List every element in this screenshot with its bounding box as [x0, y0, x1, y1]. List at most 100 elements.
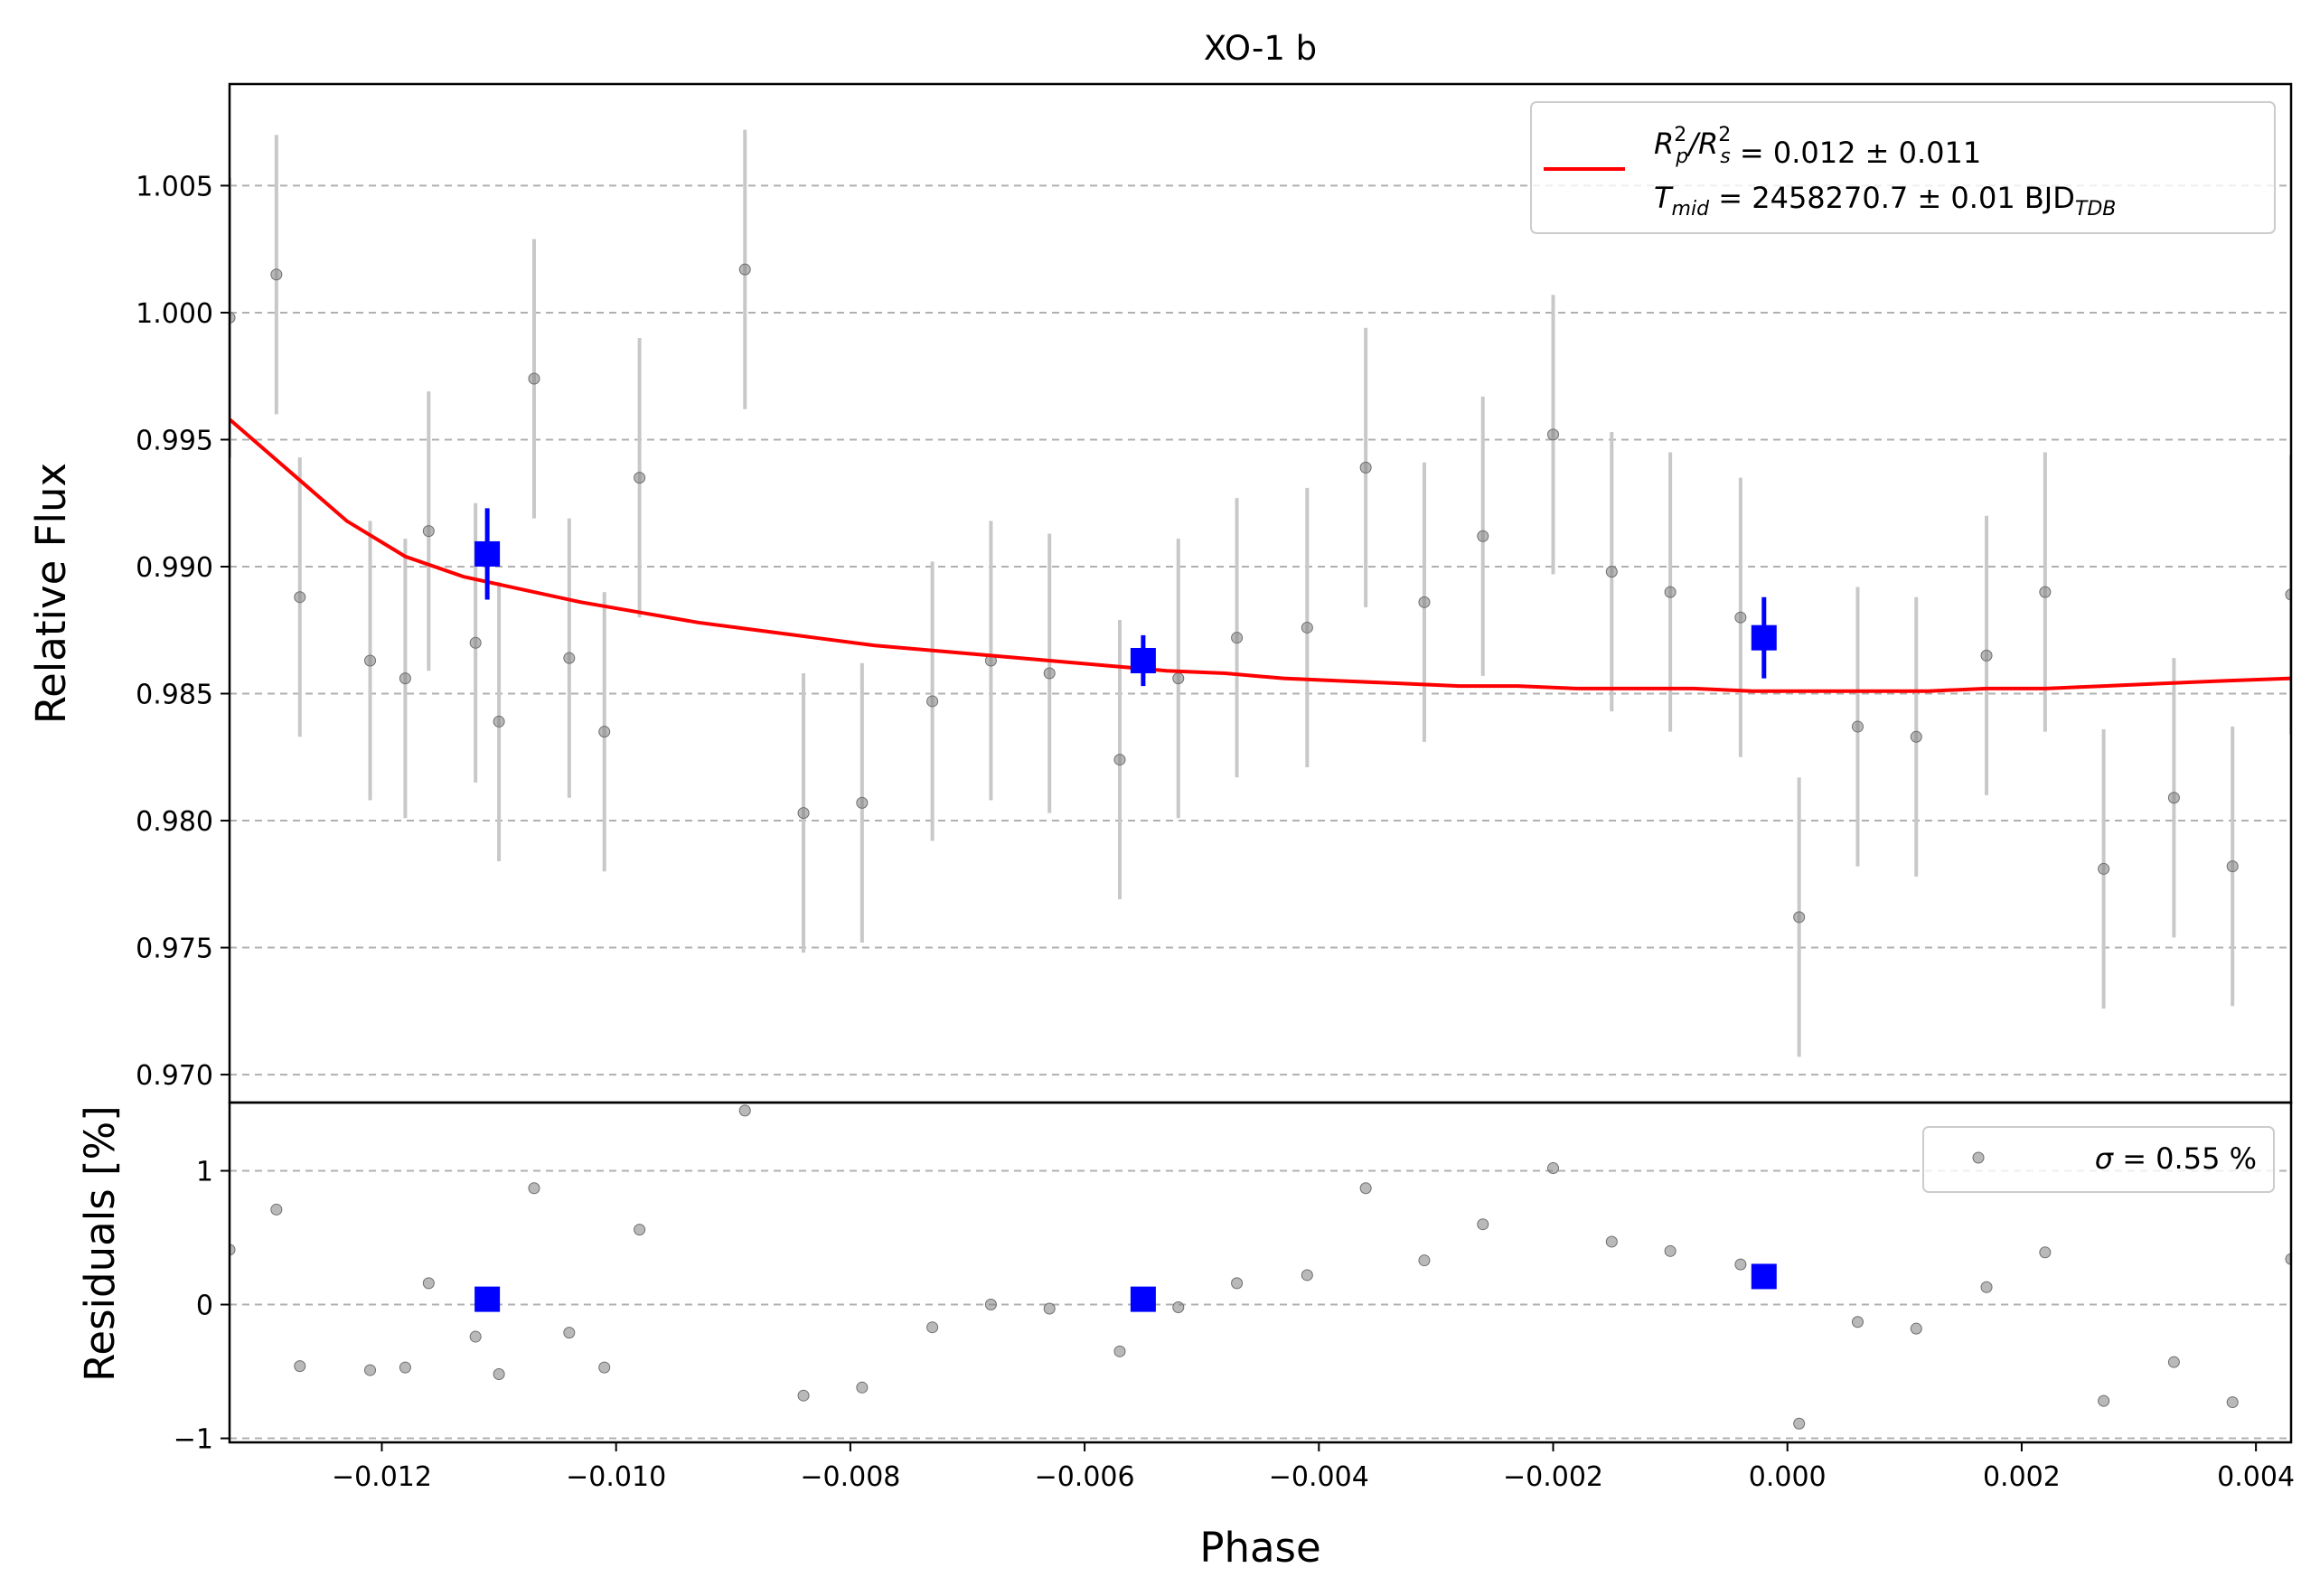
legend-l2-main: T	[1654, 181, 1674, 215]
main-y-tick-label: 0.970	[136, 1060, 213, 1092]
residual-point	[528, 1182, 540, 1195]
main-plot-area	[230, 129, 2291, 1057]
legend-l1-sub1: p	[1675, 146, 1688, 168]
data-point	[1547, 428, 1560, 441]
data-point	[563, 652, 576, 664]
binned-residual-point	[474, 1286, 501, 1312]
legend-l2-sub2: TDB	[2075, 198, 2116, 221]
binned-point	[474, 540, 501, 567]
residual-point	[2226, 1396, 2239, 1409]
legend-sigma-text: σ = 0.55 %	[2095, 1141, 2257, 1176]
data-point	[422, 525, 435, 538]
residual-point	[1113, 1345, 1126, 1357]
legend-l1-main: R	[1654, 127, 1674, 161]
residual-point	[856, 1381, 869, 1394]
residual-point	[1980, 1281, 1993, 1293]
residual-point	[1851, 1316, 1864, 1328]
main-y-tick-label: 0.985	[136, 680, 213, 711]
data-point	[634, 472, 646, 484]
x-tick-label: −0.010	[566, 1461, 666, 1493]
legend-main-box	[1530, 101, 2276, 234]
residual-point	[1477, 1218, 1489, 1231]
data-point	[2098, 862, 2110, 875]
data-point	[493, 715, 505, 728]
legend-residuals-box	[1922, 1126, 2275, 1193]
data-point	[926, 695, 939, 708]
residual-point	[2167, 1356, 2180, 1368]
data-point	[364, 654, 377, 667]
legend-radius-ratio-text: R2 p/R2 s = 0.012 ± 0.011	[1654, 124, 1981, 170]
x-tick-label: −0.002	[1503, 1461, 1603, 1493]
x-tick-label: −0.006	[1035, 1461, 1135, 1493]
axes-frames	[228, 82, 2293, 1444]
residual-point	[797, 1389, 810, 1402]
legend-sigma-symbol: σ	[2095, 1141, 2115, 1176]
residual-point	[1734, 1258, 1747, 1271]
residual-point	[1301, 1269, 1313, 1281]
residual-point	[2285, 1253, 2291, 1265]
data-point	[738, 263, 751, 276]
residual-point	[1231, 1277, 1244, 1290]
data-point	[469, 636, 482, 649]
residual-y-tick-label: 0	[196, 1291, 213, 1322]
data-point	[1231, 632, 1244, 644]
residual-gridlines	[230, 1169, 2291, 1440]
residual-axes-frame	[228, 1101, 2293, 1444]
data-point	[1980, 649, 1993, 662]
data-point	[1793, 911, 1806, 924]
data-point	[1477, 530, 1489, 542]
data-point	[270, 268, 283, 281]
data-point	[2167, 792, 2180, 804]
residual-point	[738, 1104, 751, 1117]
residual-point	[2098, 1394, 2110, 1407]
legend-tmid-text: Tmid = 2458270.7 ± 0.01 BJDTDB	[1654, 181, 2116, 221]
residual-point	[598, 1361, 611, 1374]
main-y-tick-label: 1.000	[136, 298, 213, 330]
main-y-tick-label: 0.995	[136, 425, 213, 456]
main-y-tick-label: 0.975	[136, 934, 213, 965]
x-tick-label: 0.004	[2217, 1461, 2295, 1493]
data-point	[294, 591, 306, 604]
residual-point	[422, 1277, 435, 1290]
residual-point	[1605, 1235, 1618, 1248]
residual-point	[634, 1224, 646, 1236]
x-tick-label: 0.000	[1749, 1461, 1827, 1493]
residual-point	[469, 1330, 482, 1343]
residual-point	[399, 1361, 411, 1374]
residual-point	[1547, 1162, 1560, 1175]
x-tick-label: 0.002	[1983, 1461, 2061, 1493]
data-point	[1910, 730, 1922, 743]
transit-model-line	[230, 418, 2291, 693]
data-point	[2226, 860, 2239, 873]
data-point	[1301, 621, 1313, 634]
y-axis-label-residuals: Residuals [%]	[76, 1105, 124, 1382]
residual-point	[2039, 1246, 2052, 1259]
data-point	[399, 672, 411, 685]
residual-point	[1172, 1300, 1185, 1313]
residual-point	[364, 1364, 377, 1376]
legend-l1-sup1: 2	[1674, 124, 1686, 146]
chart-title: XO-1 b	[1204, 29, 1317, 68]
residual-point	[294, 1360, 306, 1373]
data-point	[1851, 720, 1864, 733]
residual-point	[1043, 1302, 1056, 1315]
main-y-tick-label: 0.980	[136, 806, 213, 838]
residual-point	[1418, 1254, 1431, 1267]
data-point	[1605, 566, 1618, 578]
binned-point	[1751, 624, 1777, 651]
legend-residuals: σ = 0.55 %	[1922, 1126, 2275, 1193]
y-axis-label-main: Relative Flux	[27, 463, 75, 724]
residual-y-tick-label: 1	[196, 1156, 213, 1188]
main-gridlines	[230, 184, 2291, 1076]
residual-point	[230, 1244, 236, 1256]
main-y-tick-label: 1.005	[136, 171, 213, 202]
binned-residual-point	[1751, 1263, 1777, 1290]
data-point	[2285, 588, 2291, 601]
legend-l1-rest: = 0.012 ± 0.011	[1731, 136, 1982, 170]
data-point	[528, 372, 540, 385]
legend-l1-mid: /R	[1686, 127, 1718, 161]
residual-point	[1359, 1182, 1372, 1195]
legend-l1-sup2: 2	[1718, 124, 1731, 146]
